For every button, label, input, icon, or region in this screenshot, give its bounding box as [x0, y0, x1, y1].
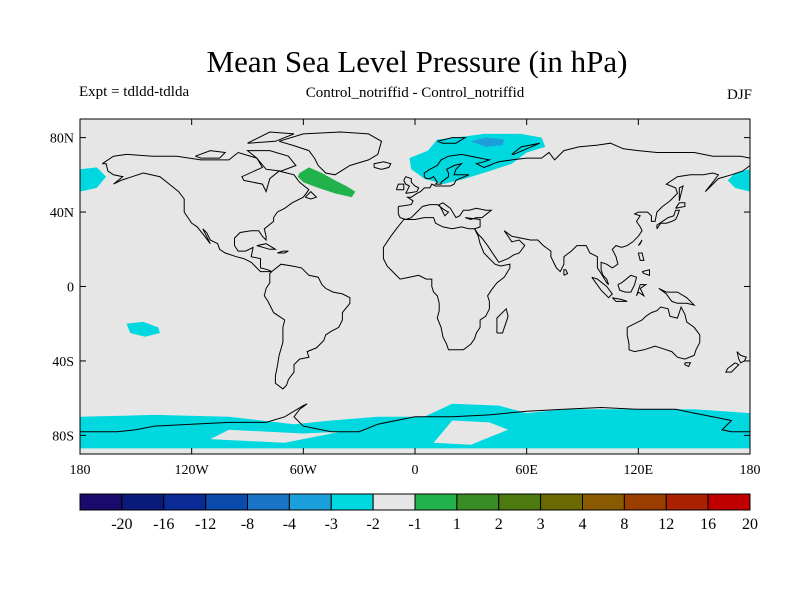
- coastline-sumatra: [591, 276, 613, 299]
- colorbar-swatch: [540, 493, 583, 511]
- coastline-tasmania: [684, 362, 692, 368]
- x-tick-label: 180: [740, 463, 761, 478]
- x-tick-label: 120W: [175, 463, 210, 478]
- coastline-hokkaido: [675, 202, 686, 209]
- colorbar-swatch: [498, 493, 542, 511]
- coastline-sulawesi: [636, 284, 648, 298]
- coastline-australia: [626, 305, 701, 360]
- south-pacific-negative-anomaly: [126, 321, 160, 337]
- colorbar-swatch: [456, 493, 500, 511]
- coastline-taiwan: [637, 239, 643, 246]
- coastline-mindanao: [641, 269, 650, 276]
- colorbar-swatch: [330, 493, 374, 511]
- x-tick-label: 120E: [624, 463, 654, 478]
- colorbar-label: -3: [325, 516, 338, 533]
- coastline-north-america: [102, 151, 310, 273]
- colorbar-swatch: [121, 493, 165, 511]
- colorbar-swatch: [414, 493, 458, 511]
- colorbar-label: 12: [658, 516, 674, 533]
- y-tick-label: 80N: [50, 132, 74, 147]
- colorbar-label: 20: [742, 516, 758, 533]
- colorbar-swatch: [247, 493, 290, 511]
- coastline-africa: [382, 217, 511, 351]
- y-tick-label: 80S: [52, 429, 74, 444]
- coastline-ireland: [395, 183, 405, 191]
- colorbar-swatch: [707, 493, 751, 511]
- colorbar-label: 8: [620, 516, 628, 533]
- north-pacific-negative-anomaly-east: [727, 169, 750, 192]
- colorbar-label: 3: [537, 516, 545, 533]
- x-tick-label: 180: [70, 463, 91, 478]
- coastline-sri-lanka: [563, 269, 569, 276]
- coastline-new-zealand-south: [724, 362, 740, 373]
- colorbar-swatch: [163, 493, 207, 511]
- colorbar-swatch: [665, 493, 709, 511]
- colorbar-label: 2: [495, 516, 503, 533]
- coastline-antarctica: [80, 403, 750, 433]
- y-tick-label: 40N: [50, 206, 74, 221]
- coastline-south-america: [263, 263, 351, 390]
- arctic-scandinavia-negative-anomaly: [409, 133, 546, 185]
- colorbar-label: -20: [111, 516, 132, 533]
- coastline-novaya-zemlya: [511, 142, 540, 155]
- coastline-madagascar: [496, 307, 509, 334]
- coastline-philippines: [637, 252, 645, 261]
- coastline-greenland: [278, 131, 383, 176]
- coastline-eurasia: [397, 142, 750, 285]
- coastline-new-guinea: [658, 287, 696, 307]
- colorbar: -20 -16 -12 -8 -4 -3 -2 -1 1 2 3 4 8 12 16 20: [79, 493, 758, 533]
- coastline-java: [611, 297, 628, 302]
- north-atlantic-positive-anomaly: [297, 167, 356, 198]
- anomaly-regions: [80, 133, 750, 449]
- coastline-borneo: [617, 274, 638, 293]
- coastline-sakhalin: [678, 185, 684, 202]
- axis-ticks: 80N 40N 0 40S 80S 180 120W 60W 0 60E 120E 180: [50, 119, 761, 478]
- coastline-ellesmere-island: [247, 131, 295, 144]
- colorbar-label: -16: [153, 516, 174, 533]
- coastline-cuba: [256, 243, 278, 250]
- y-tick-label: 40S: [52, 355, 74, 370]
- coastline-japan: [656, 209, 680, 230]
- season-label: DJF: [726, 87, 752, 103]
- coastline-hispaniola: [277, 250, 289, 254]
- x-tick-label: 0: [412, 463, 419, 478]
- colorbar-label: -12: [195, 516, 216, 533]
- colorbar-swatch: [582, 493, 625, 511]
- map-background: [80, 119, 750, 454]
- coastline-iceland: [373, 161, 392, 170]
- colorbar-swatch: [79, 493, 123, 511]
- coastline-newfoundland: [304, 190, 318, 200]
- colorbar-label: -8: [241, 516, 254, 533]
- southern-ocean-hole-1: [210, 429, 341, 443]
- experiment-label: Expt = tdldd-tdlda: [79, 84, 190, 100]
- colorbar-label: -4: [283, 516, 296, 533]
- colorbar-label: 4: [579, 516, 587, 533]
- x-tick-label: 60W: [290, 463, 318, 478]
- colorbar-label: -1: [408, 516, 421, 533]
- coastline-victoria-island: [195, 150, 227, 159]
- colorbar-swatch: [288, 493, 332, 511]
- x-tick-label: 60E: [515, 463, 538, 478]
- coastline-baffin-island: [246, 150, 297, 172]
- north-pacific-negative-anomaly-west: [80, 167, 107, 192]
- coastline-great-britain: [403, 176, 420, 194]
- map-title: Mean Sea Level Pressure (in hPa): [206, 44, 628, 79]
- colorbar-label: 1: [453, 516, 461, 533]
- coastlines: [80, 131, 750, 433]
- colorbar-label: -2: [366, 516, 379, 533]
- colorbar-swatch: [623, 493, 667, 511]
- colorbar-swatch: [205, 493, 248, 511]
- colorbar-swatch: [372, 493, 416, 511]
- colorbar-label: 16: [700, 516, 716, 533]
- comparison-label: Control_notriffid - Control_notriffid: [305, 85, 525, 101]
- barents-sea-deep-anomaly: [470, 137, 505, 147]
- coastline-svalbard: [437, 137, 467, 144]
- y-tick-label: 0: [67, 281, 74, 296]
- southern-ocean-hole-2: [433, 420, 509, 445]
